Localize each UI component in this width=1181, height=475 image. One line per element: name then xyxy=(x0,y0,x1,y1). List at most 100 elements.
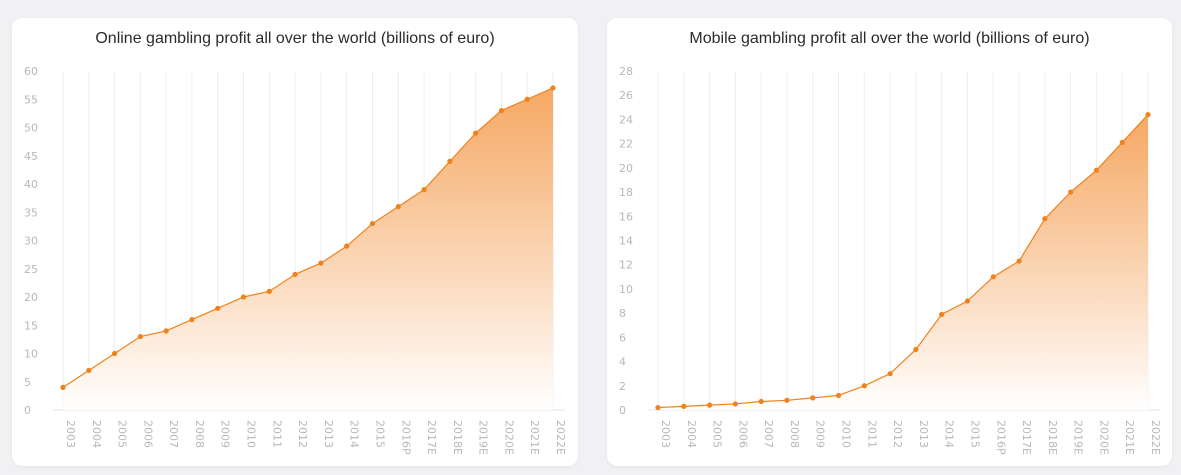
y-tick-label: 20 xyxy=(24,291,38,304)
y-tick-label: 15 xyxy=(24,319,38,332)
data-point[interactable] xyxy=(1119,139,1125,146)
x-tick-label: 2003 xyxy=(64,420,77,448)
y-tick-label: 50 xyxy=(24,122,38,135)
x-tick-label: 2017E xyxy=(425,420,438,455)
data-point[interactable] xyxy=(784,397,790,403)
data-point[interactable] xyxy=(1093,167,1100,173)
x-tick-label: 2022E xyxy=(554,420,567,455)
x-tick-label: 2011 xyxy=(865,420,878,448)
x-tick-label: 2010 xyxy=(840,420,853,448)
y-tick-label: 5 xyxy=(24,376,31,389)
data-point[interactable] xyxy=(1068,189,1074,195)
online-gambling-chart-card: Online gambling profit all over the worl… xyxy=(12,18,578,466)
chart-title: Online gambling profit all over the worl… xyxy=(95,30,495,47)
data-point[interactable] xyxy=(939,311,945,317)
data-point[interactable] xyxy=(861,383,867,389)
x-tick-label: 2012 xyxy=(891,420,904,448)
data-point[interactable] xyxy=(447,158,453,164)
x-tick-label: 2011 xyxy=(270,420,283,448)
x-tick-label: 2021E xyxy=(528,420,541,455)
x-tick-label: 2012 xyxy=(296,420,309,448)
y-tick-label: 2 xyxy=(619,380,626,393)
data-point[interactable] xyxy=(1145,111,1151,118)
y-tick-label: 20 xyxy=(619,162,633,175)
data-point[interactable] xyxy=(189,317,195,323)
y-tick-label: 55 xyxy=(24,93,38,106)
data-point[interactable] xyxy=(498,107,505,114)
data-point[interactable] xyxy=(810,395,816,401)
y-tick-label: 0 xyxy=(619,404,626,417)
x-tick-label: 2018E xyxy=(451,420,464,455)
data-point[interactable] xyxy=(369,220,376,227)
data-point[interactable] xyxy=(421,187,427,193)
x-tick-label: 2014 xyxy=(348,420,361,448)
y-tick-label: 25 xyxy=(24,263,38,276)
x-tick-label: 2015 xyxy=(373,420,386,448)
y-tick-label: 8 xyxy=(619,307,626,320)
online-gambling-chart: 0 5 10 15 20 25 30 35 40 45 50 55 60 2003 2004 2005 2006… xyxy=(24,65,567,455)
data-point[interactable] xyxy=(913,346,919,353)
x-tick-label: 2003 xyxy=(659,420,672,448)
data-point[interactable] xyxy=(292,271,298,277)
data-point[interactable] xyxy=(1042,216,1048,222)
x-tick-label: 2006 xyxy=(736,420,749,448)
x-tick-label: 2019E xyxy=(1072,420,1085,455)
data-point[interactable] xyxy=(887,371,893,377)
series-line xyxy=(62,87,554,388)
x-tick-label: 2008 xyxy=(788,420,801,448)
data-point[interactable] xyxy=(240,294,247,300)
data-point[interactable] xyxy=(86,367,92,374)
data-point[interactable] xyxy=(758,398,764,405)
data-point[interactable] xyxy=(964,298,971,304)
data-point[interactable] xyxy=(395,204,401,210)
mobile-gambling-chart-card: Mobile gambling profit all over the worl… xyxy=(607,18,1172,466)
x-tick-label: 2019E xyxy=(477,420,490,455)
y-tick-label: 6 xyxy=(619,331,626,344)
x-tick-label: 2017E xyxy=(1020,420,1033,455)
y-tick-label: 14 xyxy=(619,235,633,248)
y-tick-label: 26 xyxy=(619,89,633,102)
x-tick-label: 2015 xyxy=(968,420,981,448)
data-point[interactable] xyxy=(550,85,556,91)
x-tick-label: 2008 xyxy=(193,420,206,448)
y-tick-label: 12 xyxy=(619,259,633,272)
data-point[interactable] xyxy=(111,350,118,357)
data-point[interactable] xyxy=(732,401,738,407)
x-tick-label: 2013 xyxy=(322,420,335,448)
data-point[interactable] xyxy=(137,333,143,340)
data-point[interactable] xyxy=(1016,258,1022,264)
data-point[interactable] xyxy=(215,305,221,311)
x-tick-label: 2004 xyxy=(90,420,103,448)
x-tick-label: 2007 xyxy=(762,420,775,448)
data-point[interactable] xyxy=(990,274,996,280)
y-tick-label: 0 xyxy=(24,404,31,417)
data-point[interactable] xyxy=(681,403,687,409)
data-point[interactable] xyxy=(344,243,350,249)
x-tick-label: 2009 xyxy=(219,420,232,448)
x-tick-label: 2006 xyxy=(141,420,154,448)
data-point[interactable] xyxy=(655,404,661,411)
x-tick-label: 2010 xyxy=(245,420,258,448)
data-point[interactable] xyxy=(524,96,530,102)
y-tick-label: 4 xyxy=(619,356,626,369)
series-line xyxy=(657,114,1149,409)
y-tick-label: 16 xyxy=(619,210,633,223)
y-tick-label: 10 xyxy=(24,348,38,361)
x-tick-label: 2005 xyxy=(711,420,724,448)
data-point[interactable] xyxy=(473,130,479,136)
x-tick-label: 2020E xyxy=(1097,420,1110,455)
data-point[interactable] xyxy=(318,260,324,266)
data-point[interactable] xyxy=(706,402,713,408)
x-tick-label: 2013 xyxy=(917,420,930,448)
data-point[interactable] xyxy=(163,328,169,334)
x-tick-label: 2004 xyxy=(685,420,698,448)
x-tick-label: 2022E xyxy=(1149,420,1162,455)
y-tick-label: 60 xyxy=(24,65,38,78)
y-tick-label: 45 xyxy=(24,150,38,163)
data-point[interactable] xyxy=(266,288,272,294)
y-tick-label: 28 xyxy=(619,65,633,78)
y-tick-label: 30 xyxy=(24,235,38,248)
data-point[interactable] xyxy=(60,384,66,390)
x-tick-label: 2018E xyxy=(1046,420,1059,455)
data-point[interactable] xyxy=(835,392,842,399)
